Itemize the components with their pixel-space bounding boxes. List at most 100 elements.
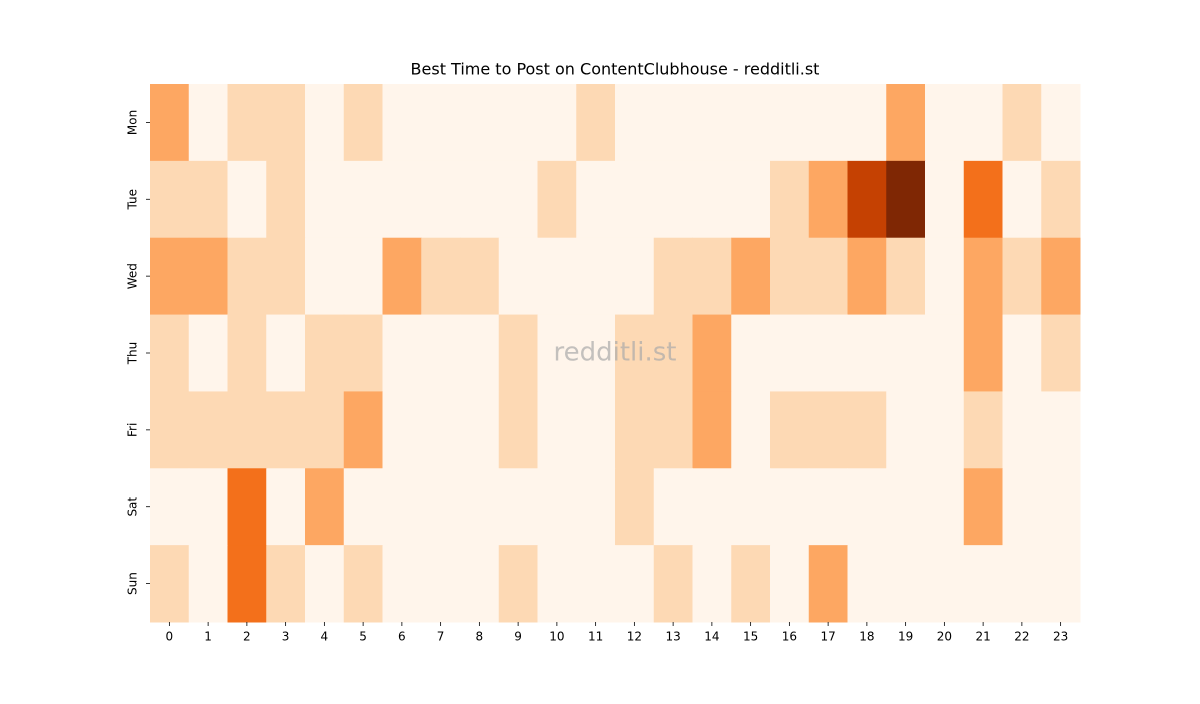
heatmap-cell	[150, 391, 190, 469]
heatmap-cell	[266, 468, 306, 546]
heatmap-cell	[382, 545, 422, 623]
heatmap-cell	[615, 84, 655, 162]
heatmap-cell	[847, 237, 887, 316]
heatmap-cell	[150, 314, 190, 392]
heatmap-cell	[382, 391, 422, 469]
heatmap-cell	[460, 314, 500, 392]
x-tick-label: 0	[166, 630, 174, 644]
x-tick-label: 16	[782, 630, 797, 644]
heatmap-cell	[498, 391, 538, 469]
heatmap-cell	[692, 468, 732, 546]
heatmap-cell	[886, 468, 926, 546]
heatmap-cell	[808, 468, 848, 546]
heatmap-cell	[421, 314, 461, 392]
heatmap-cell	[460, 391, 500, 469]
x-tick-label: 20	[937, 630, 952, 644]
heatmap-cell	[227, 237, 267, 316]
heatmap-cell	[537, 391, 577, 469]
heatmap-cell	[692, 237, 732, 316]
heatmap-cell	[421, 237, 461, 316]
heatmap-cell	[576, 545, 616, 623]
x-tick-label: 23	[1053, 630, 1068, 644]
heatmap-cell	[925, 84, 965, 162]
chart-title: Best Time to Post on ContentClubhouse - …	[411, 60, 820, 79]
heatmap-cell	[498, 84, 538, 162]
heatmap-cell	[150, 468, 190, 546]
heatmap-cell	[188, 84, 228, 162]
heatmap-cell	[227, 468, 267, 546]
heatmap-cell	[615, 468, 655, 546]
heatmap-cell	[808, 391, 848, 469]
heatmap-cell	[305, 314, 345, 392]
heatmap-cell	[266, 545, 306, 623]
heatmap-cell	[1041, 160, 1081, 239]
heatmap-cell	[847, 160, 887, 239]
heatmap-cell	[305, 84, 345, 162]
y-tick-label: Fri	[126, 423, 140, 437]
heatmap-cell	[150, 237, 190, 316]
heatmap-cell	[963, 545, 1003, 623]
heatmap-cell	[847, 84, 887, 162]
heatmap-cell	[537, 84, 577, 162]
heatmap-cell	[847, 391, 887, 469]
heatmap-cell	[653, 391, 693, 469]
heatmap-cell	[615, 545, 655, 623]
heatmap-cell	[925, 545, 965, 623]
y-tick-label: Mon	[126, 110, 140, 135]
heatmap-cell	[382, 468, 422, 546]
heatmap-cell	[1002, 84, 1042, 162]
x-tick-label: 1	[204, 630, 212, 644]
heatmap-cell	[770, 468, 810, 546]
heatmap-cell	[1002, 545, 1042, 623]
x-tick-label: 7	[437, 630, 445, 644]
heatmap-cell	[188, 314, 228, 392]
heatmap-cell	[576, 160, 616, 239]
heatmap-cell	[382, 314, 422, 392]
heatmap-cell	[847, 314, 887, 392]
x-tick-label: 12	[627, 630, 642, 644]
heatmap-cell	[421, 391, 461, 469]
heatmap-cell	[808, 160, 848, 239]
heatmap-cell	[576, 314, 616, 392]
heatmap-cell	[1002, 391, 1042, 469]
heatmap-cell	[963, 84, 1003, 162]
heatmap-cell	[343, 160, 383, 239]
heatmap-cell	[188, 545, 228, 623]
heatmap-cell	[886, 160, 926, 239]
heatmap-cell	[576, 468, 616, 546]
heatmap-cell	[731, 391, 771, 469]
heatmap-cell	[305, 391, 345, 469]
heatmap-cell	[731, 314, 771, 392]
heatmap-cell	[692, 84, 732, 162]
heatmap-cell	[266, 391, 306, 469]
y-tick-label: Sat	[126, 497, 140, 517]
heatmap-cell	[343, 468, 383, 546]
heatmap-cell	[770, 84, 810, 162]
heatmap-cell	[150, 160, 190, 239]
heatmap-cell	[498, 545, 538, 623]
heatmap-cell	[266, 84, 306, 162]
heatmap-cell	[1041, 314, 1081, 392]
heatmap-cell	[770, 314, 810, 392]
heatmap-cell	[808, 314, 848, 392]
heatmap-cell	[421, 545, 461, 623]
x-tick-label: 17	[820, 630, 835, 644]
heatmap-cell	[731, 237, 771, 316]
heatmap-cell	[692, 160, 732, 239]
y-tick-label: Sun	[126, 572, 140, 595]
heatmap-cell	[498, 237, 538, 316]
heatmap-cell	[925, 314, 965, 392]
heatmap-cell	[1002, 237, 1042, 316]
heatmap-cell	[460, 84, 500, 162]
x-tick-label: 5	[359, 630, 367, 644]
heatmap-cell	[227, 391, 267, 469]
heatmap-cell	[615, 314, 655, 392]
heatmap-cell	[653, 84, 693, 162]
heatmap-cell	[498, 160, 538, 239]
heatmap-cell	[925, 160, 965, 239]
heatmap-cell	[421, 84, 461, 162]
heatmap-cell	[1002, 468, 1042, 546]
x-tick-label: 6	[398, 630, 406, 644]
heatmap-cell	[227, 314, 267, 392]
